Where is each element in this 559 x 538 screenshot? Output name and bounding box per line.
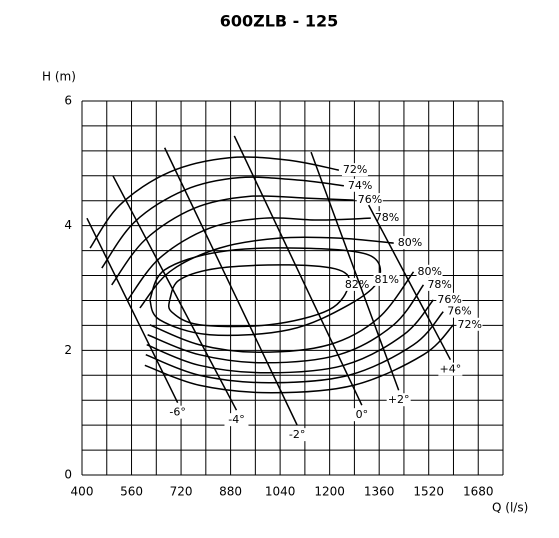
chart-title: 600ZLB - 125 [220, 12, 339, 31]
y-tick-label: 0 [64, 468, 72, 482]
efficiency-curve [168, 264, 351, 328]
efficiency-curve [147, 284, 425, 364]
efficiency-curve [89, 156, 340, 249]
blade-angle-label: -4° [228, 413, 244, 426]
x-tick-label: 1200 [314, 485, 345, 499]
label-background [343, 277, 370, 291]
blade-angle-line [233, 135, 363, 406]
x-tick-label: 720 [170, 485, 193, 499]
label-background [285, 428, 310, 442]
label-background [386, 393, 411, 407]
efficiency-label: 78% [375, 211, 399, 224]
blade-angle-line [367, 204, 452, 361]
blade-angle-label: +2° [388, 393, 410, 406]
label-background [426, 277, 453, 291]
efficiency-curve [139, 236, 394, 309]
efficiency-curve [127, 217, 371, 301]
efficiency-label: 82% [345, 278, 369, 291]
label-background [396, 236, 423, 250]
blade-angle-label: -2° [289, 428, 305, 441]
x-tick-label: 400 [71, 485, 94, 499]
y-tick-label: 6 [64, 94, 72, 108]
label-background [446, 304, 473, 318]
blade-angle-line [112, 175, 238, 411]
x-axis-label: Q (l/s) [492, 501, 528, 515]
label-background [341, 163, 368, 177]
label-background [356, 193, 383, 207]
label-background [438, 362, 463, 376]
efficiency-label: 72% [343, 163, 367, 176]
efficiency-label: 72% [457, 318, 481, 331]
x-tick-label: 1360 [364, 485, 395, 499]
y-axis-label: H (m) [42, 70, 76, 84]
label-background [346, 178, 373, 192]
blade-angle-line [310, 151, 400, 391]
efficiency-curve [111, 195, 354, 286]
label-background [436, 292, 463, 306]
y-tick-label: 4 [64, 218, 72, 232]
efficiency-label: 80% [398, 236, 422, 249]
label-background [349, 408, 374, 422]
efficiency-curve [101, 176, 344, 269]
efficiency-label: 81% [375, 273, 399, 286]
blade-angle-line [163, 147, 298, 426]
efficiency-label: 80% [418, 265, 442, 278]
x-tick-label: 1680 [463, 485, 494, 499]
blade-angle-label: 0° [356, 408, 369, 421]
efficiency-curve [149, 271, 415, 353]
efficiency-curve [146, 299, 434, 374]
label-background [373, 272, 400, 286]
efficiency-curve [144, 324, 455, 394]
label-background [165, 405, 190, 419]
x-tick-label: 1040 [265, 485, 296, 499]
blade-angle-label: +4° [440, 363, 462, 376]
efficiency-label: 78% [427, 278, 451, 291]
efficiency-label: 76% [447, 305, 471, 318]
x-tick-label: 880 [219, 485, 242, 499]
efficiency-label: 76% [437, 293, 461, 306]
label-background [456, 317, 483, 331]
x-tick-label: 1520 [413, 485, 444, 499]
y-tick-label: 2 [64, 343, 72, 357]
blade-angle-label: -6° [169, 406, 185, 419]
efficiency-label: 74% [348, 179, 372, 192]
efficiency-label: 76% [358, 193, 382, 206]
blade-angle-line [86, 217, 179, 404]
label-background [416, 264, 443, 278]
efficiency-curve [145, 311, 444, 384]
label-background [224, 413, 249, 427]
x-tick-label: 560 [120, 485, 143, 499]
label-background [373, 211, 400, 225]
